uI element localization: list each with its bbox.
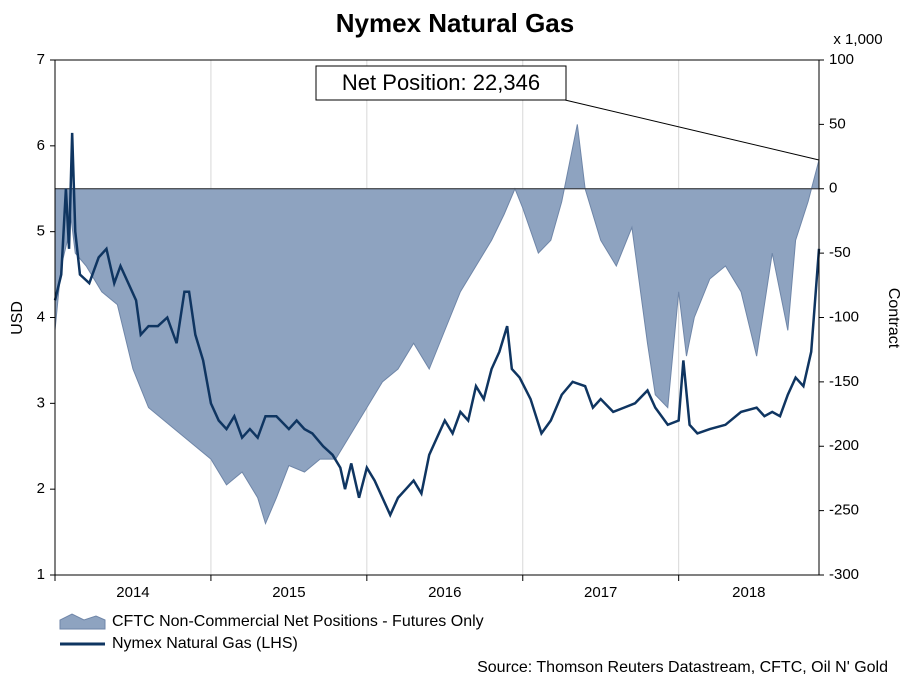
area — [54, 124, 820, 525]
y2-tick-label: -200 — [829, 437, 859, 454]
y2-tick-label: -50 — [829, 244, 851, 261]
y2-tick-label: -250 — [829, 502, 859, 519]
x-tick-label: 2015 — [272, 584, 305, 601]
x-tick-label: 2016 — [428, 584, 461, 601]
y2-tick-label: -300 — [829, 566, 859, 583]
y-tick-label: 4 — [37, 308, 45, 325]
y2-tick-label: -150 — [829, 373, 859, 390]
plot-frame — [54, 59, 820, 576]
y2-tick-label: -100 — [829, 308, 859, 325]
y-tick-label: 2 — [37, 480, 45, 497]
annotation-leader — [564, 99, 820, 161]
x-tick-label: 2017 — [584, 584, 617, 601]
chart-title: Nymex Natural Gas — [336, 8, 574, 38]
x-tick-label: 2014 — [116, 584, 149, 601]
y-tick-label: 3 — [37, 394, 45, 411]
source: Source: Thomson Reuters Datastream, CFTC… — [477, 659, 888, 676]
y2-tick-label: 50 — [829, 115, 846, 132]
y-axis-label: USD — [9, 301, 26, 335]
y-tick-label: 6 — [37, 137, 45, 154]
legend-swatch — [59, 613, 106, 630]
y2-tick-label: 0 — [829, 180, 837, 197]
legend-label: Nymex Natural Gas (LHS) — [112, 635, 298, 652]
y2-tick-label: 100 — [829, 51, 854, 68]
y-tick-label: 1 — [37, 566, 45, 583]
line — [53, 132, 821, 518]
annotation: Net Position: 22,346 — [342, 70, 540, 95]
x-tick-label: 2018 — [732, 584, 765, 601]
y-tick-label: 7 — [37, 51, 45, 68]
legend-label: CFTC Non-Commercial Net Positions - Futu… — [112, 613, 484, 630]
y-tick-label: 5 — [37, 223, 45, 240]
y2-unit: x 1,000 — [833, 31, 882, 48]
y2-axis-label: Contract — [885, 288, 902, 349]
annotation-box — [315, 65, 567, 101]
